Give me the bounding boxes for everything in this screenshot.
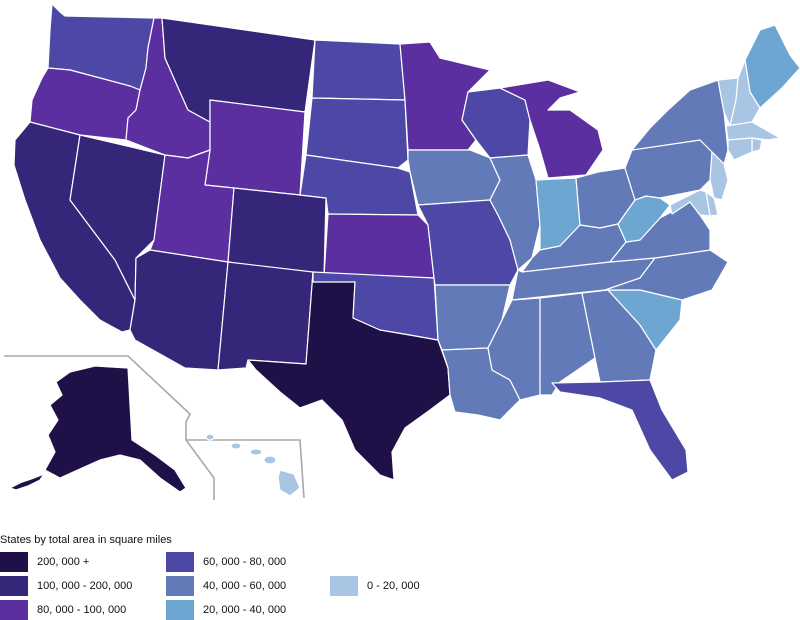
- state-alaska[interactable]: [44, 365, 187, 493]
- state-florida[interactable]: [551, 379, 689, 481]
- legend-swatch: [166, 600, 194, 620]
- state-maryland[interactable]: [669, 189, 711, 217]
- legend-label: 20, 000 - 40, 000: [203, 604, 287, 616]
- state-new-mexico[interactable]: [217, 261, 314, 371]
- legend-item-200000-plus: 200, 000 +: [0, 552, 89, 572]
- legend-label: 80, 000 - 100, 000: [37, 604, 127, 616]
- state-alaska-islands[interactable]: [9, 473, 45, 491]
- hawaii-maui: [263, 455, 277, 465]
- state-connecticut[interactable]: [727, 137, 753, 161]
- hawaii-molokai: [249, 448, 263, 456]
- legend-title: States by total area in square miles: [0, 534, 172, 546]
- state-maine[interactable]: [744, 24, 800, 109]
- state-colorado[interactable]: [227, 187, 327, 277]
- legend-swatch: [166, 552, 194, 572]
- hawaii-oahu: [230, 442, 242, 450]
- state-new-jersey[interactable]: [709, 151, 729, 201]
- state-rhode-island[interactable]: [751, 137, 763, 153]
- legend-swatch: [0, 576, 28, 596]
- us-states-map: [4, 3, 800, 500]
- legend-swatch: [330, 576, 358, 596]
- state-kansas[interactable]: [323, 213, 435, 279]
- legend-item-80000-100000: 80, 000 - 100, 000: [0, 600, 126, 620]
- legend-label: 40, 000 - 60, 000: [203, 580, 287, 592]
- legend-item-20000-40000: 20, 000 - 40, 000: [166, 600, 286, 620]
- hawaii-kauai: [205, 433, 215, 441]
- state-iowa[interactable]: [407, 149, 501, 206]
- legend-swatch: [0, 552, 28, 572]
- legend-label: 200, 000 +: [37, 556, 90, 568]
- state-hawaii[interactable]: [205, 433, 301, 497]
- legend-swatch: [0, 600, 28, 620]
- hawaii-big-island: [277, 469, 301, 497]
- state-massachusetts[interactable]: [725, 121, 781, 141]
- state-wyoming[interactable]: [204, 99, 306, 196]
- legend-label: 100, 000 - 200, 000: [37, 580, 133, 592]
- legend-swatch: [166, 576, 194, 596]
- state-new-hampshire[interactable]: [729, 59, 761, 127]
- legend-label: 60, 000 - 80, 000: [203, 556, 287, 568]
- state-wisconsin[interactable]: [461, 87, 531, 159]
- legend-label: 0 - 20, 000: [367, 580, 420, 592]
- alaska-inset-border: [4, 355, 215, 500]
- legend-item-100000-200000: 100, 000 - 200, 000: [0, 576, 132, 596]
- state-south-dakota[interactable]: [305, 97, 409, 169]
- legend-item-40000-60000: 40, 000 - 60, 000: [166, 576, 286, 596]
- state-michigan[interactable]: [499, 79, 604, 179]
- state-north-carolina[interactable]: [604, 249, 729, 301]
- legend-item-60000-80000: 60, 000 - 80, 000: [166, 552, 286, 572]
- legend-item-0-20000: 0 - 20, 000: [330, 576, 420, 596]
- state-north-dakota[interactable]: [311, 39, 406, 101]
- hawaii-inset-border: [186, 439, 305, 499]
- state-arizona[interactable]: [129, 249, 229, 371]
